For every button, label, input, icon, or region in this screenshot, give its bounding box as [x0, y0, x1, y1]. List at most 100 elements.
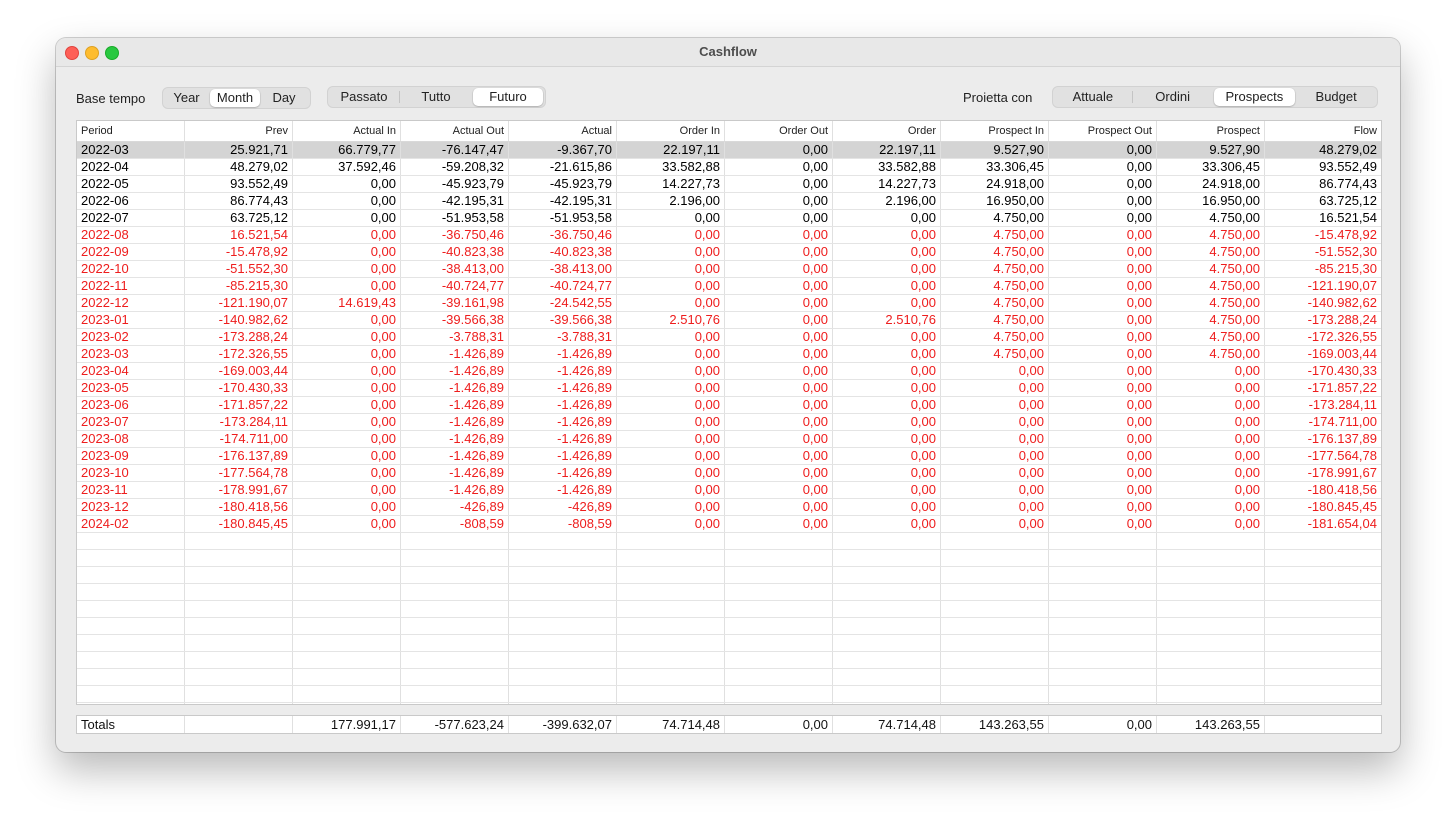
table-cell: 48.279,02	[1319, 142, 1377, 157]
cashflow-table: Period Prev Actual In Actual Out Actual Order…	[76, 120, 1382, 705]
base-option-month[interactable]: Month	[210, 89, 260, 107]
table-cell: 0,00	[833, 465, 941, 481]
table-row[interactable]: 2023-12 -180.418,56 0,00 -426,89 -426,89 0,00…	[77, 499, 1381, 516]
table-row[interactable]: 2023-01 -140.982,62 0,00 -39.566,38 -39.566,…	[77, 312, 1381, 329]
table-cell: 86.774,43	[185, 193, 293, 209]
empty-cell	[1265, 533, 1381, 549]
time-option-tutto[interactable]: Tutto	[421, 89, 451, 104]
column-header-actual[interactable]: Actual	[509, 121, 617, 141]
column-header-flow[interactable]: Flow	[1353, 125, 1377, 137]
close-window-button[interactable]	[65, 46, 79, 60]
column-header-actual-in[interactable]: Actual In	[293, 121, 401, 141]
table-cell: 0,00	[833, 210, 941, 226]
projection-option-budget[interactable]: Budget	[1315, 89, 1357, 104]
column-header-order[interactable]: Order	[833, 121, 941, 141]
table-cell: 4.750,00	[941, 278, 1049, 294]
table-row[interactable]: 2023-03 -172.326,55 0,00 -1.426,89 -1.426,89…	[77, 346, 1381, 363]
table-row[interactable]: 2022-07 63.725,12 0,00 -51.953,58 -51.953,58…	[77, 210, 1381, 227]
time-option-futuro[interactable]: Futuro	[473, 88, 543, 106]
empty-cell	[833, 533, 941, 549]
table-cell: 4.750,00	[1157, 244, 1265, 260]
table-cell: -178.991,67	[185, 482, 293, 498]
table-cell: 0,00	[293, 312, 401, 328]
column-header-actual-out[interactable]: Actual Out	[401, 121, 509, 141]
table-cell: 0,00	[293, 244, 401, 260]
table-row[interactable]: 2024-02 -180.845,45 0,00 -808,59 -808,59 0,00…	[77, 516, 1381, 533]
table-cell: -51.953,58	[401, 210, 509, 226]
table-row[interactable]: 2022-11 -85.215,30 0,00 -40.724,77 -40.724,7…	[77, 278, 1381, 295]
table-cell: -40.724,77	[509, 278, 617, 294]
table-row[interactable]: 2022-04 48.279,02 37.592,46 -59.208,32 -21.6…	[77, 159, 1381, 176]
table-cell: 0,00	[617, 482, 725, 498]
table-cell: -426,89	[401, 499, 509, 515]
table-row[interactable]: 2022-12 -121.190,07 14.619,43 -39.161,98 -24…	[77, 295, 1381, 312]
projection-option-prospects[interactable]: Prospects	[1213, 88, 1296, 106]
table-row[interactable]: 2022-06 86.774,43 0,00 -42.195,31 -42.195,31…	[77, 193, 1381, 210]
table-row[interactable]: 2023-10 -177.564,78 0,00 -1.426,89 -1.426,89…	[77, 465, 1381, 482]
column-header-order-in[interactable]: Order In	[617, 121, 725, 141]
column-header-prev[interactable]: Prev	[185, 121, 293, 141]
table-cell: -177.564,78	[1307, 448, 1377, 463]
minimize-window-button[interactable]	[85, 46, 99, 60]
empty-cell	[1265, 635, 1381, 651]
table-cell: 0,00	[833, 448, 941, 464]
empty-cell	[185, 686, 293, 702]
table-cell: 0,00	[293, 431, 401, 447]
zoom-window-button[interactable]	[105, 46, 119, 60]
table-row[interactable]: 2023-06 -171.857,22 0,00 -1.426,89 -1.426,89…	[77, 397, 1381, 414]
table-cell: 0,00	[293, 278, 401, 294]
empty-cell	[185, 550, 293, 566]
table-row[interactable]: 2022-05 93.552,49 0,00 -45.923,79 -45.923,79…	[77, 176, 1381, 193]
empty-cell	[617, 584, 725, 600]
column-header-order-out[interactable]: Order Out	[725, 121, 833, 141]
projection-option-attuale[interactable]: Attuale	[1072, 89, 1114, 104]
table-cell: -140.982,62	[1307, 295, 1377, 310]
table-cell: 2023-06	[77, 397, 185, 413]
empty-cell	[1157, 567, 1265, 583]
totals-cell	[1265, 716, 1381, 733]
table-row[interactable]: 2022-09 -15.478,92 0,00 -40.823,38 -40.823,3…	[77, 244, 1381, 261]
table-cell: -42.195,31	[401, 193, 509, 209]
column-header-prospect-in[interactable]: Prospect In	[941, 121, 1049, 141]
table-cell: 0,00	[1049, 363, 1157, 379]
table-cell: -1.426,89	[509, 397, 617, 413]
table-row[interactable]: 2023-08 -174.711,00 0,00 -1.426,89 -1.426,89…	[77, 431, 1381, 448]
table-cell: -176.137,89	[1307, 431, 1377, 446]
table-row[interactable]: 2023-05 -170.430,33 0,00 -1.426,89 -1.426,89…	[77, 380, 1381, 397]
empty-cell	[833, 584, 941, 600]
column-header-prospect[interactable]: Prospect	[1157, 121, 1265, 141]
empty-cell	[725, 533, 833, 549]
table-row[interactable]: 2023-04 -169.003,44 0,00 -1.426,89 -1.426,89…	[77, 363, 1381, 380]
table-cell: 2022-04	[77, 159, 185, 175]
empty-cell	[509, 618, 617, 634]
base-option-day[interactable]: Day	[272, 90, 296, 105]
empty-cell	[293, 601, 401, 617]
table-row[interactable]: 2023-09 -176.137,89 0,00 -1.426,89 -1.426,89…	[77, 448, 1381, 465]
table-cell: -21.615,86	[509, 159, 617, 175]
table-cell: 0,00	[725, 448, 833, 464]
table-cell: 2023-07	[77, 414, 185, 430]
table-row[interactable]: 2023-07 -173.284,11 0,00 -1.426,89 -1.426,89…	[77, 414, 1381, 431]
empty-cell	[1049, 550, 1157, 566]
projection-option-ordini[interactable]: Ordini	[1155, 89, 1190, 104]
column-header-period[interactable]: Period	[77, 121, 185, 141]
table-cell: 37.592,46	[293, 159, 401, 175]
totals-cell: -399.632,07	[509, 716, 617, 733]
table-row[interactable]: 2023-02 -173.288,24 0,00 -3.788,31 -3.788,31…	[77, 329, 1381, 346]
table-row[interactable]: 2022-03 25.921,71 66.779,77 -76.147,47 -9.36…	[77, 142, 1381, 159]
column-header-prospect-out[interactable]: Prospect Out	[1049, 121, 1157, 141]
table-cell: -85.215,30	[1314, 261, 1377, 276]
table-cell: 0,00	[293, 176, 401, 192]
table-row[interactable]: 2023-11 -178.991,67 0,00 -1.426,89 -1.426,89…	[77, 482, 1381, 499]
time-option-passato[interactable]: Passato	[340, 89, 388, 104]
table-cell: 0,00	[293, 482, 401, 498]
empty-cell	[77, 686, 185, 702]
table-cell: -51.552,30	[1314, 244, 1377, 259]
table-row[interactable]: 2022-08 16.521,54 0,00 -36.750,46 -36.750,46…	[77, 227, 1381, 244]
empty-cell	[509, 669, 617, 685]
table-cell: 0,00	[1049, 329, 1157, 345]
table-cell: 0,00	[617, 244, 725, 260]
empty-cell	[1265, 652, 1381, 668]
table-row[interactable]: 2022-10 -51.552,30 0,00 -38.413,00 -38.413,0…	[77, 261, 1381, 278]
base-option-year[interactable]: Year	[173, 90, 200, 105]
